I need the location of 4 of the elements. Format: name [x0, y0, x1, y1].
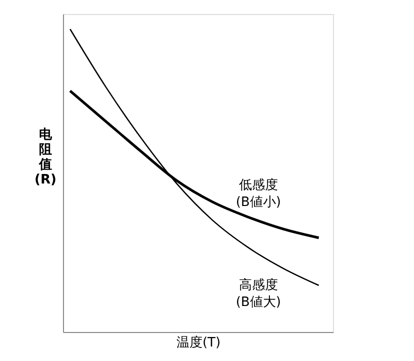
series-label: 低感度 (B値小) [236, 176, 281, 210]
y-axis-title: 电阻值(R) [34, 128, 56, 188]
x-axis-title: 温度(T) [176, 334, 221, 350]
series-label: 高感度 (B値大) [236, 277, 281, 310]
